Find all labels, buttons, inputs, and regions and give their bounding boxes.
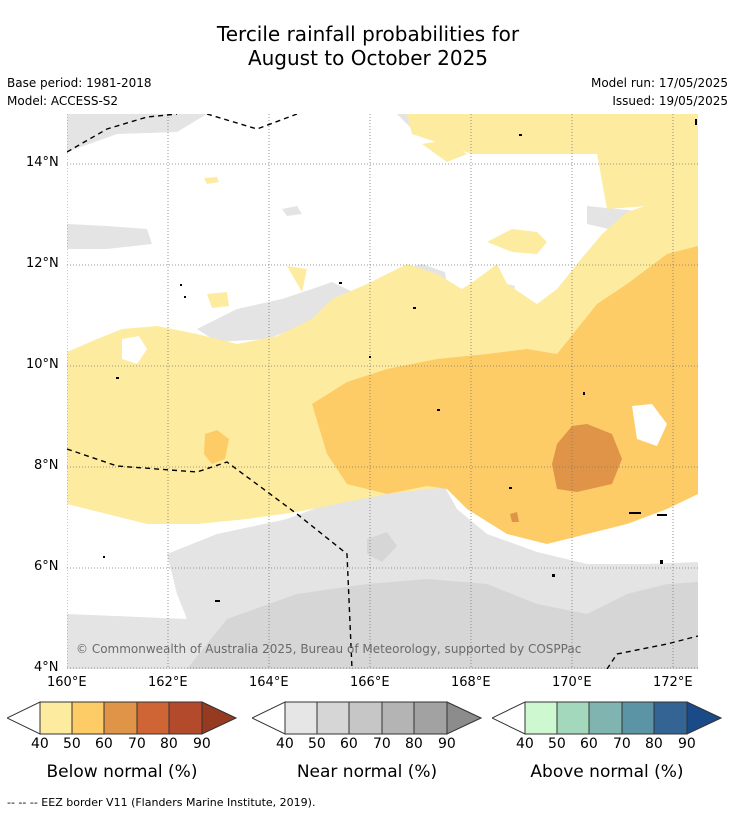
map-title-line-2: August to October 2025 (247, 46, 489, 70)
island-markers (103, 119, 697, 602)
lat-tick-14n: 14°N (26, 155, 59, 170)
map-gridlines (67, 114, 698, 669)
below-tick-40: 40 (31, 736, 49, 752)
near-tick-80: 80 (405, 736, 423, 752)
lat-tick-8n: 8°N (34, 458, 59, 473)
near-tick-70: 70 (373, 736, 391, 752)
lon-tick-160e: 160°E (47, 675, 87, 690)
eez-footnote: -- -- -- EEZ border V11 (Flanders Marine… (7, 796, 316, 809)
below-tick-80: 80 (160, 736, 178, 752)
probability-map: © Commonwealth of Australia 2025, Bureau… (67, 114, 698, 669)
base-period: Base period: 1981-2018 (7, 76, 152, 90)
below-tick-50: 50 (63, 736, 81, 752)
lat-tick-10n: 10°N (26, 357, 59, 372)
above-tick-40: 40 (516, 736, 534, 752)
above-normal-label: Above normal (%) (530, 762, 684, 782)
near-tick-60: 60 (340, 736, 358, 752)
model-name: Model: ACCESS-S2 (7, 94, 119, 108)
below-normal-colorbar (7, 701, 237, 735)
above-tick-90: 90 (678, 736, 696, 752)
near-normal-label: Near normal (%) (296, 762, 438, 782)
map-white-holes (122, 336, 667, 446)
lat-tick-6n: 6°N (34, 559, 59, 574)
copyright-text: © Commonwealth of Australia 2025, Bureau… (76, 642, 581, 656)
above-tick-80: 80 (645, 736, 663, 752)
below-normal-label: Below normal (%) (46, 762, 198, 782)
issued-date: Issued: 19/05/2025 (612, 94, 728, 108)
lon-tick-162e: 162°E (148, 675, 188, 690)
below-tick-60: 60 (95, 736, 113, 752)
near-normal-colorbar (252, 701, 482, 735)
below-normal-high-region (510, 424, 622, 522)
map-title-line-1: Tercile rainfall probabilities for (216, 22, 520, 46)
above-tick-70: 70 (613, 736, 631, 752)
lat-tick-4n: 4°N (34, 660, 59, 675)
lat-tick-12n: 12°N (26, 256, 59, 271)
model-run: Model run: 17/05/2025 (590, 76, 728, 90)
lon-tick-170e: 170°E (552, 675, 592, 690)
lon-tick-164e: 164°E (249, 675, 289, 690)
near-tick-50: 50 (308, 736, 326, 752)
below-tick-70: 70 (128, 736, 146, 752)
lon-tick-168e: 168°E (451, 675, 491, 690)
near-tick-40: 40 (276, 736, 294, 752)
eez-border-lines (67, 114, 698, 669)
above-tick-50: 50 (548, 736, 566, 752)
near-normal-darker-regions (187, 532, 698, 669)
lon-tick-166e: 166°E (350, 675, 390, 690)
below-tick-90: 90 (193, 736, 211, 752)
above-normal-colorbar (492, 701, 722, 735)
above-tick-60: 60 (580, 736, 598, 752)
near-tick-90: 90 (438, 736, 456, 752)
lon-tick-172e: 172°E (653, 675, 693, 690)
